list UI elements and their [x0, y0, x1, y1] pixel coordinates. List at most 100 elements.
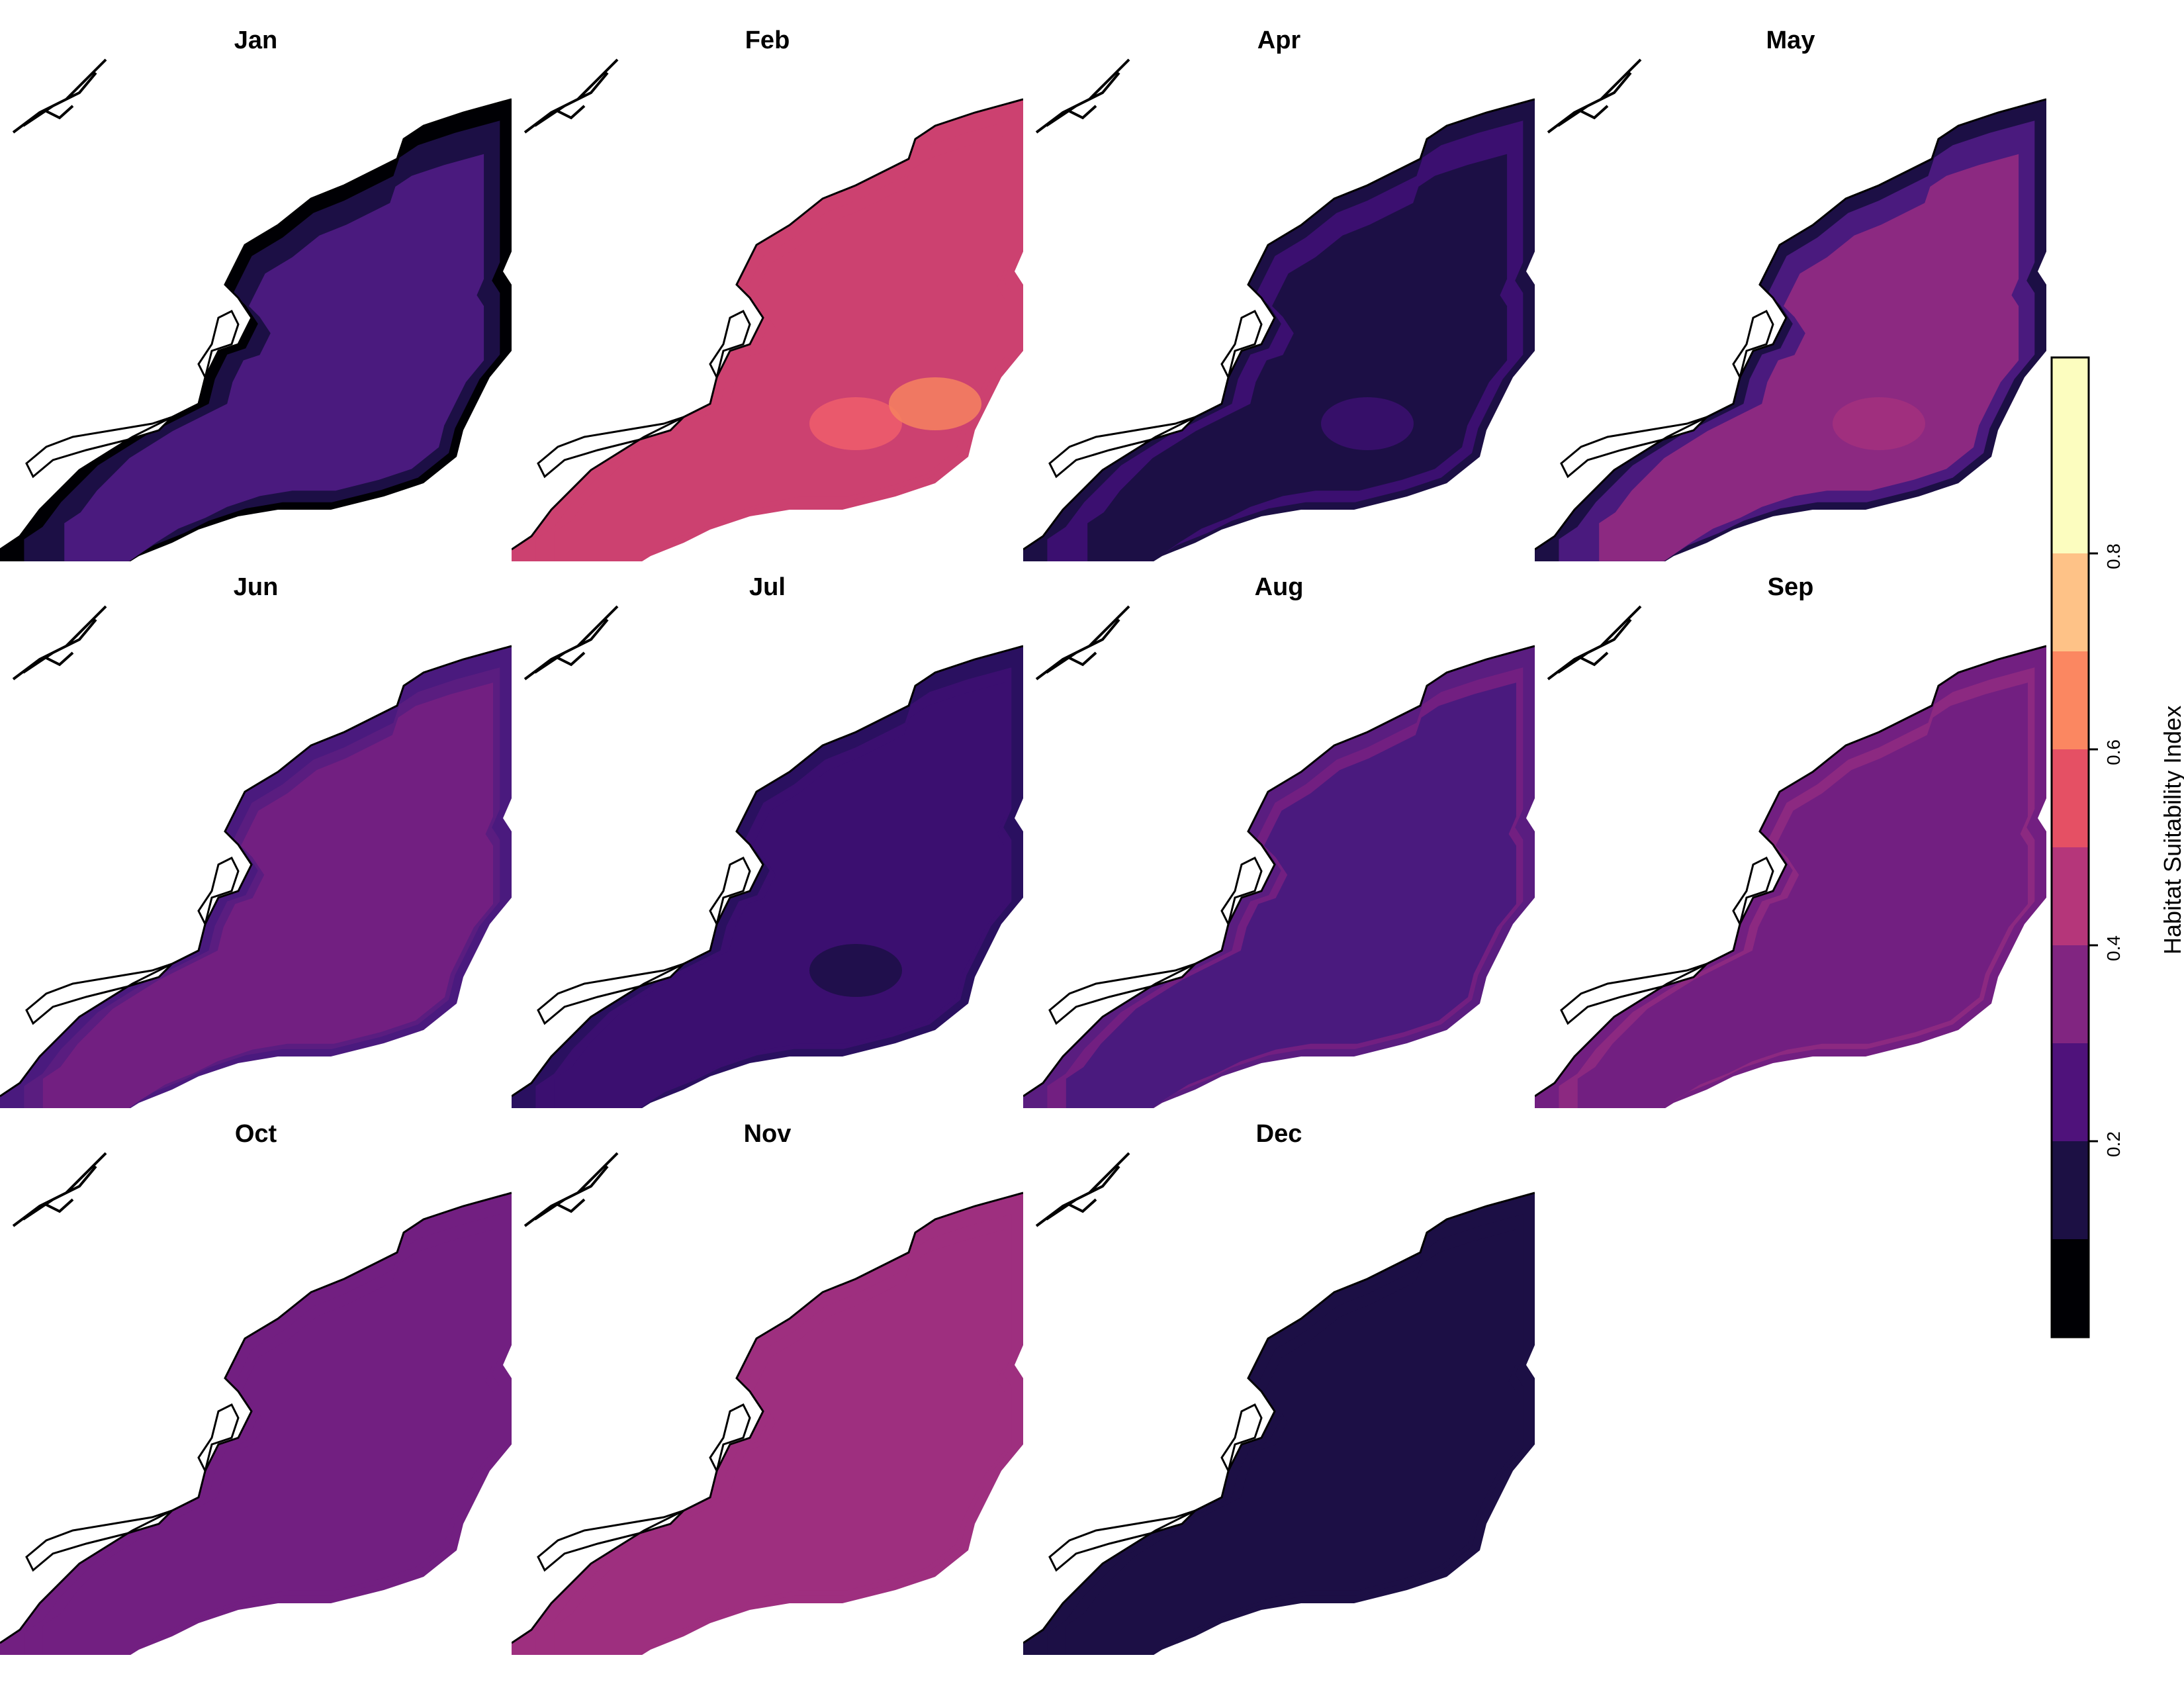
panel-title: Jan — [234, 26, 278, 54]
inset-map-icon — [12, 58, 107, 134]
legend-title: Habitat Suitability Index — [2159, 705, 2184, 955]
legend-tick-label: 0.4 — [2103, 935, 2124, 961]
legend-swatch — [2052, 1141, 2089, 1239]
coastline — [1535, 645, 2046, 1098]
land-outline — [1220, 856, 1263, 927]
inset-map-icon — [12, 1152, 107, 1227]
coastline — [1023, 1192, 1535, 1644]
coastline — [0, 1192, 512, 1644]
coastline — [1535, 98, 2046, 551]
map-panel-may — [1535, 58, 2046, 561]
land-outline — [1220, 1403, 1263, 1474]
legend-swatch — [2052, 455, 2089, 553]
land-outline — [1048, 416, 1197, 479]
map-panel-nov — [512, 1152, 1023, 1655]
coastline — [0, 98, 512, 551]
land-outline — [1560, 962, 1708, 1025]
land-outline — [537, 962, 685, 1025]
panel-title: Jun — [233, 573, 279, 601]
ocean-core — [554, 682, 1005, 1108]
coastline — [512, 1192, 1023, 1644]
coastline — [0, 645, 512, 1098]
ocean-core — [1066, 682, 1516, 1108]
inset-map-icon — [1547, 605, 1642, 680]
hotspot — [809, 944, 902, 997]
inset-map-icon — [523, 605, 619, 680]
land-outline — [537, 1509, 685, 1572]
land-outline — [1048, 962, 1197, 1025]
panel-title: May — [1766, 26, 1815, 54]
ocean-core — [1066, 1229, 1516, 1655]
land-outline — [709, 856, 751, 927]
coastline — [512, 98, 1023, 551]
panel-title: Feb — [745, 26, 790, 54]
legend-swatch — [2052, 553, 2089, 651]
map-panel-dec — [1023, 1152, 1535, 1655]
ocean-core — [1087, 154, 1508, 561]
inset-map-icon — [1547, 58, 1642, 134]
ocean-core — [1599, 154, 2019, 561]
panel-title: Aug — [1254, 573, 1304, 601]
legend-swatch — [2052, 847, 2089, 945]
hotspot — [1833, 397, 1925, 450]
map-panel-jun — [0, 605, 512, 1108]
land-outline — [537, 416, 685, 479]
legend-swatch — [2052, 945, 2089, 1043]
inset-map-icon — [523, 58, 619, 134]
land-outline — [25, 416, 173, 479]
coastline — [512, 645, 1023, 1098]
coastline — [1023, 98, 1535, 551]
map-panel-jul — [512, 605, 1023, 1108]
panel-title: Jul — [749, 573, 786, 601]
panel-title: Sep — [1767, 573, 1814, 601]
land-outline — [25, 1509, 173, 1572]
hotspot — [889, 377, 981, 430]
ocean-core — [42, 682, 493, 1108]
panel-title: Oct — [234, 1120, 277, 1148]
land-outline — [1732, 856, 1774, 927]
map-panel-oct — [0, 1152, 512, 1655]
land-outline — [1220, 309, 1263, 381]
ocean-core — [1577, 682, 2028, 1108]
inset-map-icon — [1035, 1152, 1130, 1227]
land-outline — [197, 309, 240, 381]
land-outline — [709, 309, 751, 381]
land-outline — [1560, 416, 1708, 479]
inset-map-icon — [523, 1152, 619, 1227]
map-panel-jan — [0, 58, 512, 561]
hotspot — [809, 397, 902, 450]
legend-tick-label: 0.2 — [2103, 1131, 2124, 1157]
legend-swatch — [2052, 749, 2089, 847]
legend-swatch — [2052, 357, 2089, 455]
map-panel-sep — [1535, 605, 2046, 1108]
inset-map-icon — [1035, 605, 1130, 680]
legend-swatch — [2052, 1239, 2089, 1337]
legend-tick-label: 0.8 — [2103, 543, 2124, 569]
land-outline — [1048, 1509, 1197, 1572]
inset-map-icon — [12, 605, 107, 680]
legend-swatch — [2052, 651, 2089, 749]
legend-tick-label: 0.6 — [2103, 739, 2124, 765]
panel-title: Apr — [1257, 26, 1301, 54]
map-panel-feb — [512, 58, 1023, 561]
inset-map-icon — [1035, 58, 1130, 134]
panel-title: Nov — [743, 1120, 792, 1148]
ocean-core — [554, 136, 1005, 561]
ocean-core — [42, 1229, 493, 1655]
coastline — [1023, 645, 1535, 1098]
land-outline — [197, 856, 240, 927]
map-panel-aug — [1023, 605, 1535, 1108]
ocean-core — [64, 154, 484, 561]
map-panel-apr — [1023, 58, 1535, 561]
panel-title: Dec — [1255, 1120, 1302, 1148]
land-outline — [1732, 309, 1774, 381]
hotspot — [1321, 397, 1414, 450]
legend-swatch — [2052, 1043, 2089, 1141]
land-outline — [709, 1403, 751, 1474]
ocean-core — [554, 1229, 1005, 1655]
legend-border — [2050, 356, 2090, 1338]
land-outline — [25, 962, 173, 1025]
